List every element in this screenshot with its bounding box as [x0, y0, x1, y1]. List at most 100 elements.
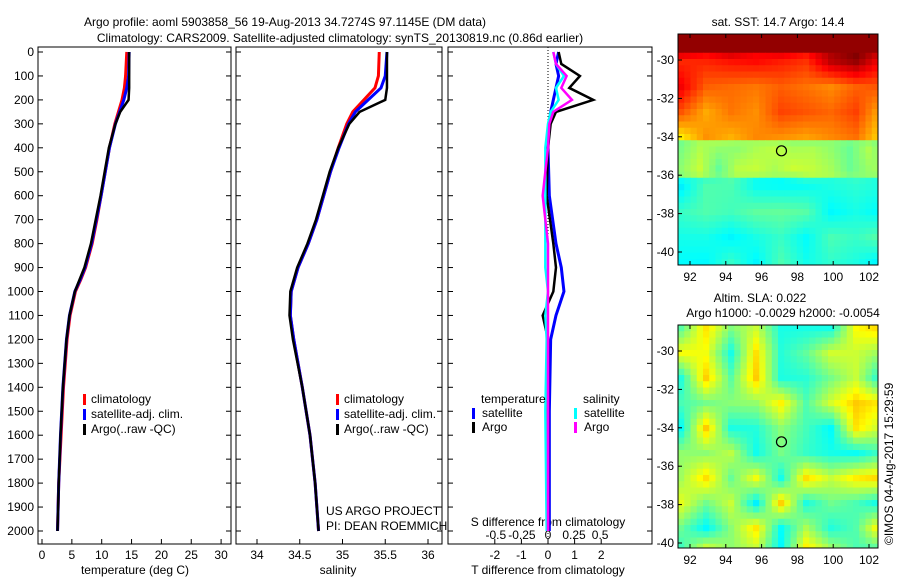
heatmap-cell [684, 500, 691, 507]
heatmap-cell [721, 215, 729, 222]
heatmap-cell [771, 96, 779, 104]
heatmap-cell [703, 518, 710, 526]
heatmap-cell [759, 493, 766, 501]
heatmap-cell [821, 443, 829, 451]
heatmap-cell [778, 190, 785, 197]
heatmap-cell [721, 412, 729, 420]
heatmap-cell [715, 65, 723, 72]
heatmap-cell [715, 246, 723, 254]
heatmap-cell [853, 362, 860, 370]
heatmap-cell [734, 46, 741, 54]
heatmap-cell [765, 356, 773, 363]
heatmap-cell [709, 450, 716, 457]
heatmap-cell [784, 259, 791, 265]
heatmap-cell [828, 481, 835, 488]
heatmap-cell [734, 450, 741, 457]
heatmap-cell [790, 531, 798, 538]
heatmap-cell [859, 543, 866, 548]
heatmap-cell [803, 506, 810, 513]
salinity-panel-frame [235, 46, 443, 545]
heatmap-cell [821, 59, 829, 66]
heatmap-cell [834, 109, 841, 116]
heatmap-cell [871, 102, 879, 110]
heatmap-cell [740, 196, 748, 204]
heatmap-cell [815, 475, 823, 482]
heatmap-cell [840, 418, 848, 426]
heatmap-cell [803, 387, 810, 395]
heatmap-cell [790, 443, 798, 451]
heatmap-cell [703, 159, 710, 166]
heatmap-cell [684, 196, 691, 204]
heatmap-cell [784, 196, 791, 204]
heatmap-cell [809, 209, 816, 216]
heatmap-cell [771, 431, 779, 438]
sla-map-title: Altim. SLA: 0.022 [714, 291, 807, 305]
heatmap-cell [771, 400, 779, 407]
heatmap-cell [840, 393, 848, 401]
heatmap-cell [678, 381, 685, 388]
sla-map-ytick-label: -40 [657, 536, 675, 550]
heatmap-cell [771, 368, 779, 376]
heatmap-cell [784, 96, 791, 104]
heatmap-cell [684, 252, 691, 260]
heatmap-cell [853, 462, 860, 470]
heatmap-cell [853, 96, 860, 104]
heatmap-cell [678, 127, 685, 135]
difference-legend-label: satellite [584, 406, 625, 420]
heatmap-cell [834, 337, 841, 345]
heatmap-cell [846, 518, 854, 526]
heatmap-cell [828, 462, 835, 470]
heatmap-cell [759, 475, 766, 482]
heatmap-cell [809, 343, 816, 351]
salinity-legend-swatch [336, 394, 339, 405]
heatmap-cell [846, 90, 854, 97]
heatmap-cell [784, 209, 791, 216]
heatmap-cell [853, 221, 860, 229]
heatmap-cell [765, 96, 773, 104]
heatmap-cell [684, 184, 691, 191]
heatmap-cell [821, 90, 829, 97]
heatmap-cell [734, 190, 741, 197]
heatmap-cell [790, 252, 798, 260]
heatmap-cell [809, 152, 816, 160]
heatmap-cell [703, 375, 710, 382]
heatmap-cell [721, 259, 729, 265]
heatmap-cell [765, 40, 773, 47]
heatmap-cell [803, 165, 810, 172]
heatmap-cell [746, 177, 754, 185]
heatmap-cell [828, 500, 835, 507]
heatmap-cell [703, 171, 710, 179]
heatmap-cell [715, 134, 723, 141]
heatmap-cell [746, 259, 754, 265]
heatmap-cell [765, 543, 773, 548]
heatmap-cell [684, 512, 691, 520]
heatmap-cell [759, 462, 766, 470]
temperature-line-1 [56, 51, 131, 532]
heatmap-cell [859, 356, 866, 363]
heatmap-cell [828, 525, 835, 532]
heatmap-cell [728, 90, 735, 97]
heatmap-cell [703, 215, 710, 222]
heatmap-cell [790, 90, 798, 97]
heatmap-cell [815, 462, 823, 470]
heatmap-cell [784, 127, 791, 135]
heatmap-cell [871, 171, 879, 179]
heatmap-cell [790, 121, 798, 129]
heatmap-cell [728, 512, 735, 520]
heatmap-cell [834, 52, 841, 60]
heatmap-cell [846, 34, 854, 41]
heatmap-cell [828, 375, 835, 382]
heatmap-cell [865, 196, 873, 204]
salinity-xtick-label: 34.5 [288, 548, 312, 562]
heatmap-cell [828, 487, 835, 495]
heatmap-cell [846, 52, 854, 60]
heatmap-cell [778, 84, 785, 91]
heatmap-cell [696, 196, 704, 204]
heatmap-cell [840, 84, 848, 91]
heatmap-cell [778, 500, 785, 507]
heatmap-cell [734, 259, 741, 265]
heatmap-cell [809, 387, 816, 395]
heatmap-cell [821, 121, 829, 129]
heatmap-cell [840, 443, 848, 451]
